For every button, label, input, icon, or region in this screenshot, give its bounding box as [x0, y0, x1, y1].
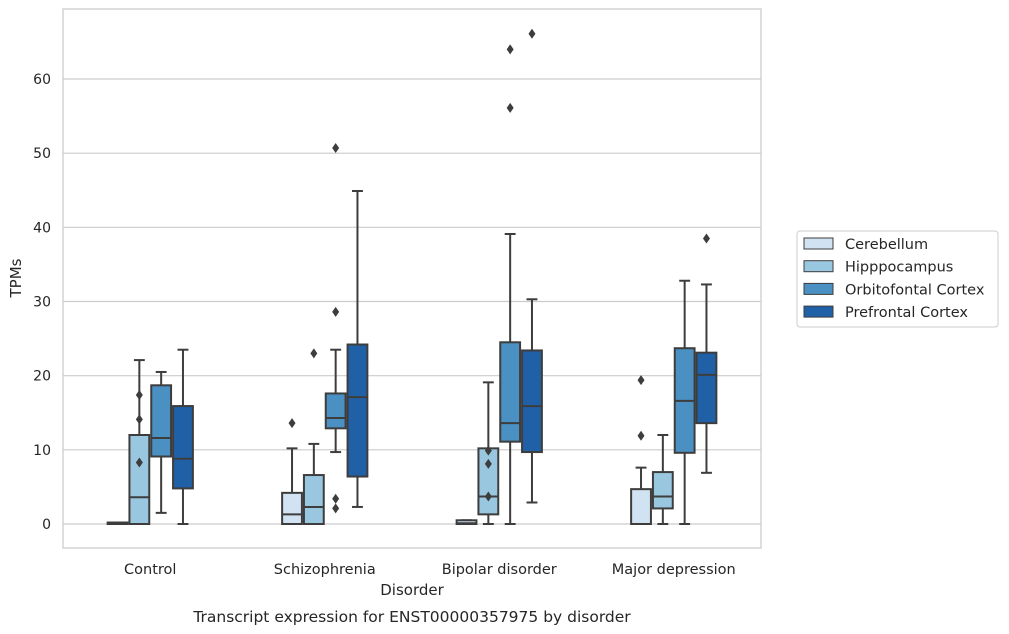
iqr-box: [346, 343, 369, 478]
iqr-box: [499, 341, 522, 443]
outlier-point: [332, 306, 340, 317]
outlier-point: [310, 348, 318, 359]
box-orbitofontal-cortex: [499, 44, 522, 525]
box-orbitofontal-cortex: [324, 142, 347, 514]
outlier-point: [332, 493, 340, 504]
x-tick-label: Major depression: [612, 562, 736, 578]
outlier-point: [506, 44, 514, 55]
iqr-box: [150, 384, 173, 458]
y-tick-label: 60: [33, 72, 51, 88]
iqr-box: [477, 447, 500, 516]
y-tick-label: 40: [33, 220, 51, 236]
iqr-box: [128, 434, 151, 525]
y-tick-label: 0: [42, 517, 51, 533]
legend-label: Hipppocampus: [845, 260, 953, 276]
box-groups: [106, 28, 718, 526]
y-tick-label: 20: [33, 369, 51, 385]
y-tick-label: 30: [33, 295, 51, 311]
box-prefrontal-cortex: [521, 28, 543, 504]
legend-frame: [796, 230, 999, 328]
outlier-point: [332, 142, 340, 153]
legend: Cerebellum Hipppocampus Orbitofontal Corte…: [796, 230, 999, 328]
iqr-box: [324, 392, 347, 430]
box-hipppocampus: [477, 381, 500, 525]
x-axis-label: Disorder: [380, 581, 444, 599]
outlier-point: [288, 418, 296, 429]
box-hipppocampus: [302, 348, 325, 525]
legend-label: Orbitofontal Cortex: [845, 282, 985, 298]
legend-swatch: [803, 282, 834, 295]
box-cerebellum: [281, 418, 303, 526]
iqr-box: [651, 471, 674, 510]
outlier-point: [484, 491, 492, 502]
outlier-point: [506, 102, 514, 113]
chart-caption: Transcript expression for ENST0000035797…: [192, 608, 631, 626]
box-cerebellum: [106, 521, 129, 525]
y-axis-label: TPMs: [7, 258, 25, 298]
outlier-point: [528, 28, 536, 39]
outlier-point: [637, 430, 645, 441]
box-prefrontal-cortex: [695, 233, 718, 474]
box-cerebellum: [455, 519, 478, 526]
box-orbitofontal-cortex: [150, 370, 173, 514]
y-tick-label: 50: [33, 146, 51, 162]
plot-frame: [62, 8, 762, 549]
iqr-box: [172, 405, 194, 490]
outlier-point: [135, 389, 143, 400]
outlier-point: [702, 233, 710, 244]
outlier-point: [484, 458, 492, 469]
iqr-box: [630, 488, 652, 525]
iqr-box: [281, 491, 303, 526]
box-hipppocampus: [128, 359, 151, 525]
iqr-box: [521, 349, 543, 454]
box-prefrontal-cortex: [172, 348, 194, 525]
box-hipppocampus: [651, 434, 674, 525]
outlier-point: [135, 414, 143, 425]
outlier-point: [484, 445, 492, 456]
outlier-point: [332, 503, 340, 514]
y-tick-labels: 0 10 20 30 40 50 60: [33, 72, 51, 533]
iqr-box: [695, 351, 718, 425]
legend-label: Prefrontal Cortex: [845, 305, 968, 321]
y-tick-label: 10: [33, 443, 51, 459]
box-cerebellum: [630, 375, 652, 525]
legend-label: Cerebellum: [845, 237, 928, 253]
iqr-box: [302, 474, 325, 525]
legend-swatch: [803, 237, 834, 250]
x-tick-labels: Control Schizophrenia Bipolar disorder Majo…: [124, 562, 736, 578]
x-tick-label: Control: [124, 562, 176, 578]
x-tick-label: Bipolar disorder: [442, 562, 557, 578]
outlier-point: [637, 375, 645, 386]
legend-swatch: [803, 260, 834, 273]
outlier-point: [135, 457, 143, 468]
box-prefrontal-cortex: [346, 189, 369, 508]
box-orbitofontal-cortex: [673, 279, 696, 525]
legend-swatch: [803, 305, 834, 318]
x-tick-label: Schizophrenia: [274, 562, 376, 578]
